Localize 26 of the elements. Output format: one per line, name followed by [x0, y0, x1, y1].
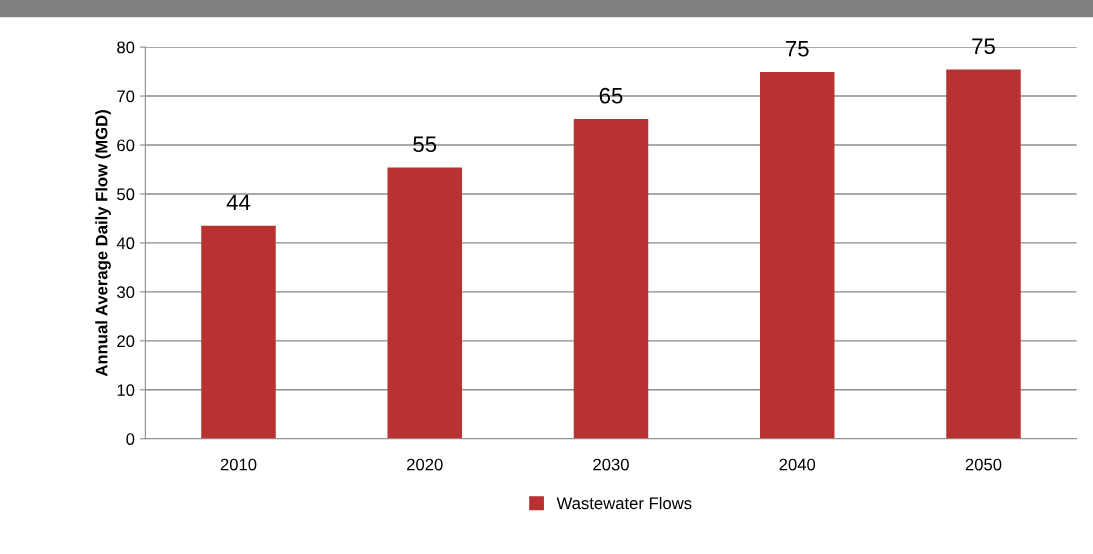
legend-label: Wastewater Flows: [556, 496, 692, 510]
y-tick-label: 30: [117, 286, 135, 299]
y-tick-label: 70: [117, 90, 135, 103]
bar: [201, 225, 276, 439]
bar: [573, 119, 649, 439]
x-tick-label: 2020: [407, 458, 443, 471]
y-tick-label: 80: [117, 41, 135, 54]
x-tick-label: 2010: [220, 458, 257, 471]
data-label: 65: [599, 87, 623, 104]
y-tick-label: 10: [117, 384, 135, 397]
data-label: 44: [226, 194, 251, 211]
y-tick-label: 40: [116, 237, 135, 250]
x-tick-label: 2040: [779, 458, 816, 471]
data-label: 75: [972, 38, 995, 55]
bar: [946, 69, 1021, 439]
x-tick-label: 2050: [965, 458, 1002, 471]
bar: [759, 72, 835, 439]
data-label: 55: [413, 136, 437, 153]
y-axis-title: Annual Average Daily Flow (MGD): [95, 110, 111, 377]
y-tick-label: 20: [117, 335, 135, 348]
data-label: 75: [786, 41, 809, 57]
y-tick-label: 60: [117, 139, 135, 152]
bar: [387, 167, 462, 439]
y-tick-label: 0: [126, 433, 135, 445]
x-tick-label: 2030: [593, 458, 629, 471]
y-tick-label: 50: [117, 188, 135, 201]
